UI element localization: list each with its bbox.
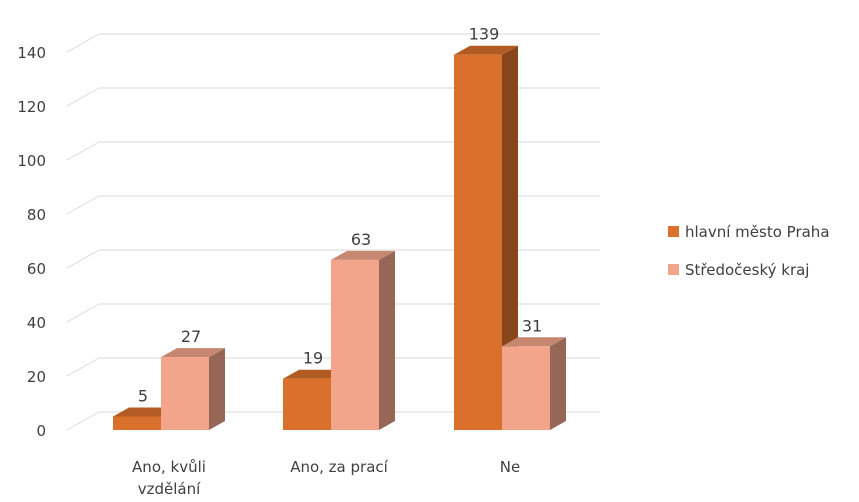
legend-label: hlavní město Praha (685, 223, 830, 241)
gridline-diagonal (66, 303, 100, 323)
legend-label: Středočeský kraj (685, 261, 809, 279)
gridline-diagonal (66, 411, 100, 431)
category-label: Ano, kvůli vzdělání (132, 458, 206, 498)
y-tick-label: 80 (27, 206, 46, 224)
data-labels: 5 27 19 63 139 31 (138, 25, 542, 406)
y-tick-label: 140 (17, 44, 46, 62)
bar-stredocesky-2 (502, 337, 566, 430)
gridline-diagonal (66, 141, 100, 161)
y-tick-label: 120 (17, 98, 46, 116)
data-label: 19 (303, 349, 323, 368)
y-tick-label: 0 (36, 422, 46, 440)
data-label: 27 (181, 327, 201, 346)
category-label: Ano, za prací (290, 458, 388, 476)
bar-stredocesky-0 (161, 348, 225, 430)
y-tick-label: 40 (27, 314, 46, 332)
y-axis-ticks: 0 20 40 60 80 100 120 140 (17, 44, 46, 440)
bar-praha-2 (454, 45, 518, 430)
data-label: 139 (469, 25, 500, 44)
legend: hlavní město Praha Středočeský kraj (668, 223, 830, 279)
gridline-diagonal (66, 33, 100, 53)
legend-swatch (668, 264, 679, 275)
data-label: 5 (138, 387, 148, 406)
y-tick-label: 60 (27, 260, 46, 278)
gridline-diagonal (66, 357, 100, 377)
bars (113, 45, 566, 430)
category-label: Ne (500, 458, 520, 476)
legend-item: hlavní město Praha (668, 223, 830, 241)
legend-item: Středočeský kraj (668, 261, 809, 279)
y-tick-label: 100 (17, 152, 46, 170)
gridline-diagonal (66, 195, 100, 215)
bar-stredocesky-1 (331, 250, 395, 430)
category-labels: Ano, kvůli vzdělání Ano, za prací Ne (132, 458, 520, 498)
legend-swatch (668, 226, 679, 237)
data-label: 31 (522, 316, 542, 335)
gridline-diagonal (66, 249, 100, 269)
y-tick-label: 20 (27, 368, 46, 386)
data-label: 63 (351, 230, 371, 249)
gridline-diagonal (66, 87, 100, 107)
